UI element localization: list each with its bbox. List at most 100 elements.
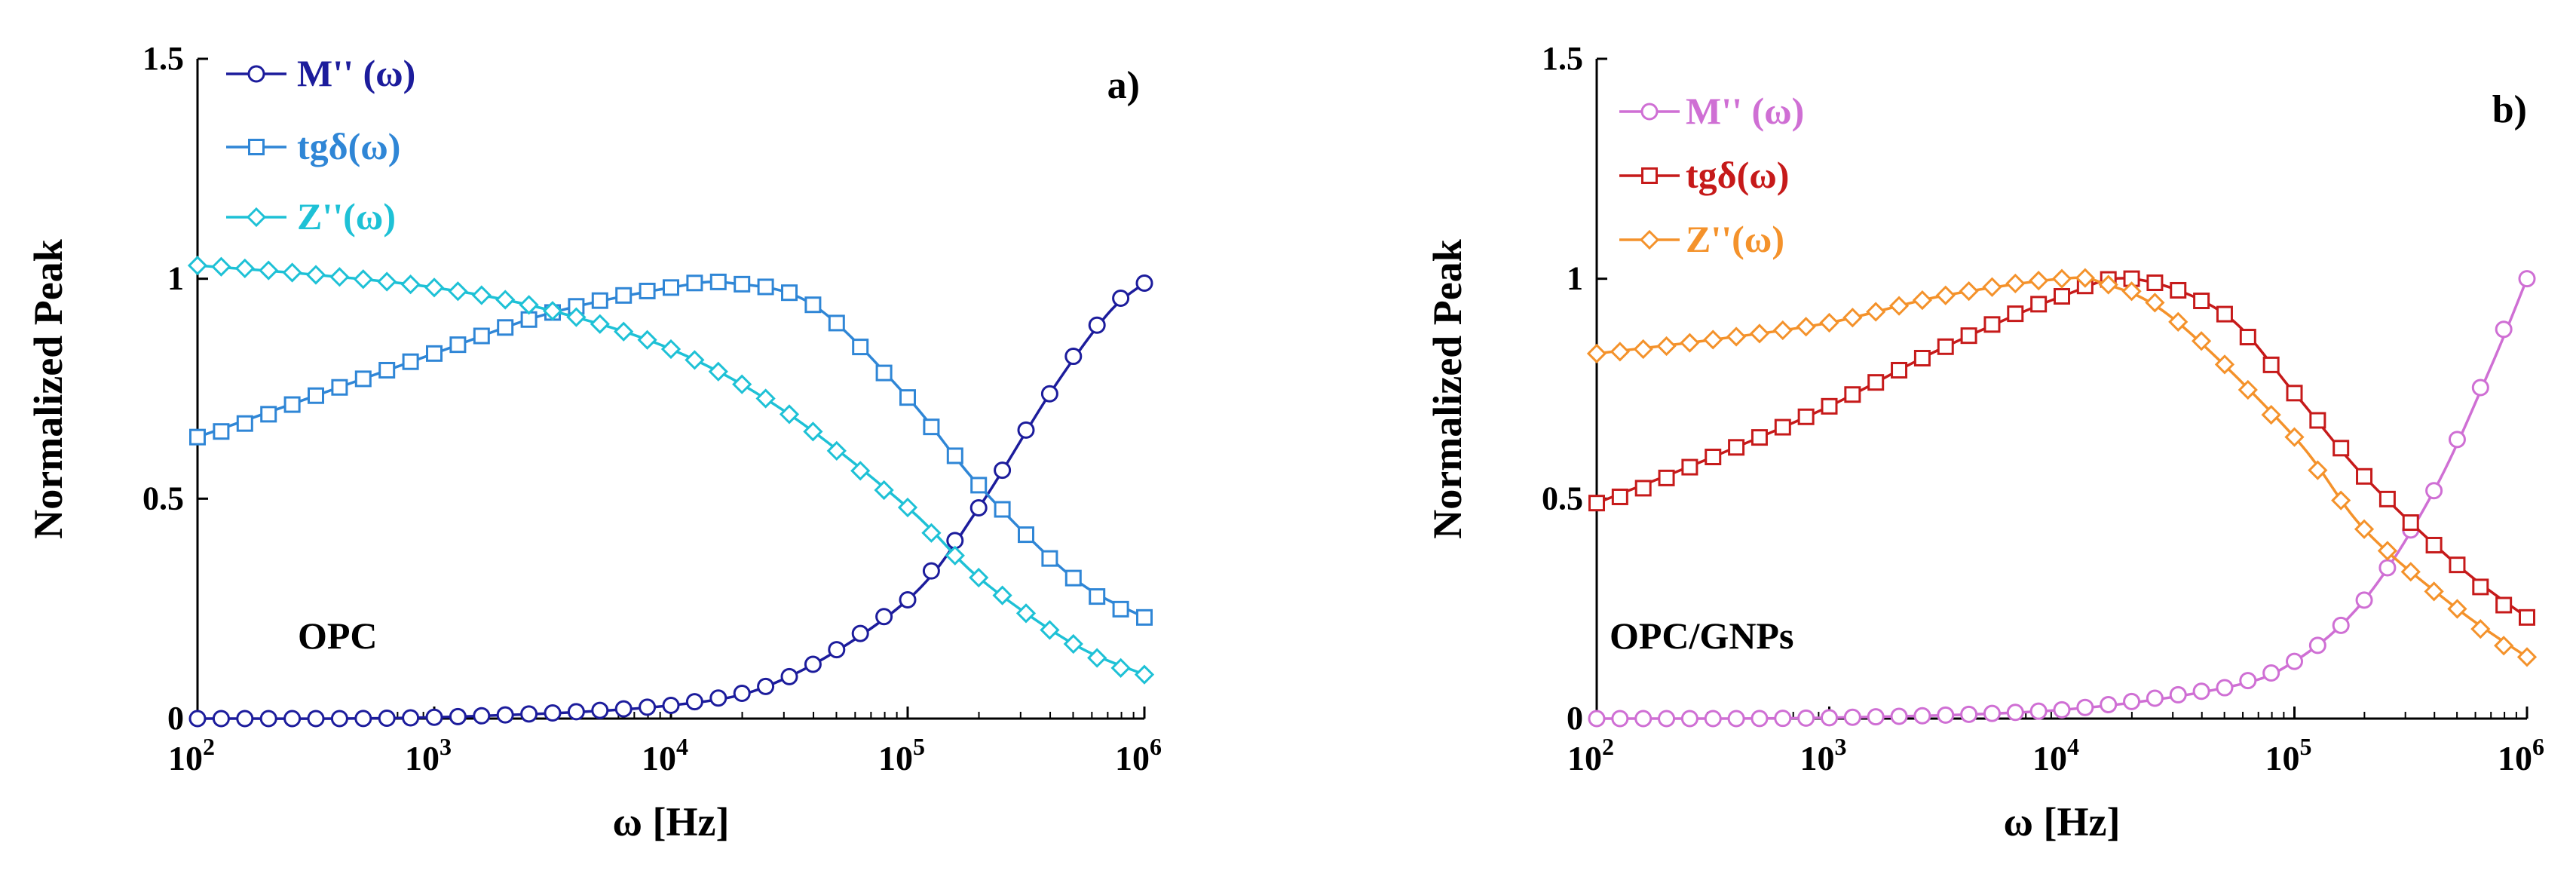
data-point bbox=[2076, 698, 2094, 716]
data-point bbox=[1705, 449, 1722, 466]
data-point bbox=[639, 282, 656, 299]
data-point bbox=[213, 423, 230, 440]
data-point bbox=[1703, 330, 1723, 350]
data-point bbox=[1888, 296, 1910, 316]
data-point bbox=[1611, 710, 1629, 728]
data-point bbox=[236, 415, 253, 432]
legend-marker bbox=[1641, 167, 1658, 184]
data-point bbox=[1656, 336, 1677, 357]
data-point bbox=[1704, 710, 1722, 728]
data-point bbox=[2355, 591, 2373, 609]
data-point bbox=[1633, 339, 1653, 360]
data-point bbox=[2005, 273, 2026, 294]
data-point bbox=[826, 440, 847, 461]
data-point bbox=[757, 278, 774, 296]
data-point bbox=[897, 497, 918, 518]
data-point bbox=[473, 707, 491, 725]
panel-label: b) bbox=[2492, 88, 2527, 131]
data-point bbox=[2145, 293, 2165, 313]
data-point bbox=[2261, 404, 2281, 425]
data-point bbox=[709, 273, 727, 290]
data-point bbox=[330, 710, 348, 728]
data-point bbox=[2378, 490, 2396, 507]
data-point bbox=[1821, 709, 1838, 727]
data-point bbox=[1040, 620, 1060, 640]
data-point bbox=[378, 710, 396, 728]
data-point bbox=[2100, 696, 2118, 714]
data-point bbox=[2053, 700, 2071, 719]
data-point bbox=[2495, 320, 2513, 339]
data-point bbox=[542, 301, 563, 321]
data-point bbox=[331, 379, 348, 396]
data-point bbox=[1821, 397, 1838, 415]
data-point bbox=[1135, 274, 1153, 292]
data-point bbox=[283, 396, 301, 413]
data-point bbox=[1726, 326, 1747, 347]
data-point bbox=[2191, 331, 2212, 351]
data-point bbox=[2356, 467, 2373, 485]
legend-marker bbox=[247, 65, 265, 83]
data-point bbox=[471, 285, 492, 305]
data-point bbox=[970, 477, 988, 494]
data-point bbox=[1749, 323, 1770, 344]
data-point bbox=[449, 707, 467, 725]
data-point bbox=[189, 428, 206, 446]
data-point bbox=[2424, 581, 2444, 602]
x-tick-label: 106 bbox=[2498, 733, 2544, 777]
data-point bbox=[1040, 385, 1058, 403]
data-point bbox=[1134, 664, 1155, 685]
data-point bbox=[1728, 439, 1745, 456]
series-2 bbox=[189, 273, 1153, 626]
series-1 bbox=[1588, 270, 2536, 728]
legend-marker bbox=[246, 207, 267, 228]
data-point bbox=[354, 710, 372, 728]
data-point bbox=[2519, 609, 2535, 626]
x-tick-label: 103 bbox=[405, 733, 452, 777]
data-point bbox=[992, 585, 1012, 605]
data-point bbox=[1064, 348, 1083, 366]
data-point bbox=[1913, 349, 1931, 366]
legend-label: M'' (ω) bbox=[1686, 90, 1804, 132]
data-point bbox=[1658, 710, 1676, 728]
data-point bbox=[969, 567, 989, 588]
data-point bbox=[2262, 664, 2280, 682]
legend-label: Z''(ω) bbox=[297, 195, 396, 238]
data-point bbox=[969, 498, 988, 517]
data-point bbox=[614, 321, 634, 342]
data-point bbox=[2216, 679, 2234, 697]
data-point bbox=[282, 262, 302, 283]
data-point bbox=[426, 345, 443, 362]
data-point bbox=[1797, 408, 1815, 425]
data-point bbox=[2051, 268, 2072, 289]
data-point bbox=[1866, 302, 1886, 322]
data-point bbox=[1913, 707, 1931, 725]
legend-label: tgδ(ω) bbox=[1686, 154, 1789, 196]
data-point bbox=[2286, 652, 2303, 670]
data-point bbox=[1796, 317, 1816, 337]
data-point bbox=[2168, 311, 2189, 332]
data-point bbox=[1588, 495, 1605, 512]
data-point bbox=[851, 624, 869, 642]
data-point bbox=[1959, 280, 1979, 302]
data-point bbox=[329, 267, 350, 287]
data-point bbox=[899, 591, 917, 609]
data-point bbox=[260, 406, 277, 423]
data-point bbox=[945, 545, 965, 566]
data-point bbox=[495, 290, 516, 310]
data-point bbox=[1774, 710, 1792, 728]
data-point bbox=[2470, 619, 2491, 639]
data-point bbox=[1088, 316, 1106, 334]
data-point bbox=[921, 523, 942, 543]
data-point bbox=[2447, 599, 2467, 619]
legend-marker bbox=[248, 139, 265, 155]
data-point bbox=[2425, 536, 2443, 553]
data-point bbox=[400, 274, 421, 295]
data-point bbox=[660, 339, 682, 360]
data-point bbox=[211, 256, 231, 277]
data-point bbox=[2425, 482, 2443, 500]
data-point bbox=[2169, 685, 2187, 704]
data-point bbox=[236, 710, 254, 728]
data-point bbox=[519, 295, 539, 315]
data-point bbox=[2239, 329, 2256, 346]
